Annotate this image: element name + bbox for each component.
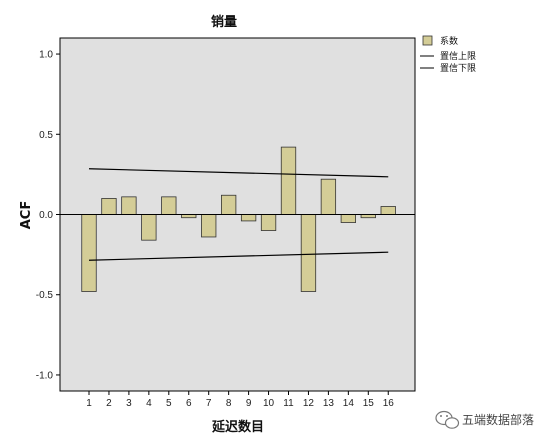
- legend-swatch-coefficient: [422, 35, 433, 46]
- x-tick-label: 5: [166, 398, 172, 409]
- bar-lag-12: [300, 214, 317, 292]
- bar-lag-3: [121, 196, 137, 215]
- y-axis-label: ACF: [19, 201, 34, 229]
- x-tick-label: 3: [126, 398, 132, 409]
- y-tick-label: 0.0: [39, 210, 53, 221]
- watermark: 五端数据部落: [435, 410, 534, 429]
- bar-lag-8: [220, 194, 237, 215]
- watermark-text: 五端数据部落: [462, 412, 534, 427]
- bar-lag-7: [201, 214, 217, 238]
- x-tick-label: 12: [303, 398, 315, 409]
- x-tick-label: 2: [106, 398, 112, 409]
- bar-lag-11: [280, 146, 297, 215]
- legend-label-lower: 置信下限: [440, 62, 476, 74]
- bar-lag-14: [340, 214, 357, 223]
- bar-lag-16: [380, 206, 396, 215]
- y-tick-label: 1.0: [39, 50, 53, 61]
- x-tick-label: 13: [323, 398, 335, 409]
- x-tick-label: 8: [226, 398, 232, 409]
- confidence-lines: [88, 168, 389, 261]
- bar-lag-1: [81, 214, 97, 292]
- x-tick-label: 14: [343, 398, 355, 409]
- x-tick-label: 11: [283, 398, 294, 409]
- x-tick-label: 9: [246, 398, 252, 409]
- chart-title: 销量: [211, 14, 237, 30]
- x-axis-label: 延迟数目: [211, 419, 264, 435]
- x-tick-label: 10: [263, 398, 275, 409]
- x-tick-label: 4: [146, 398, 152, 409]
- y-tick-label: -0.5: [36, 290, 54, 301]
- legend-label-coefficient: 系数: [440, 35, 458, 47]
- bar-lag-10: [260, 214, 277, 231]
- confidence-lower-line: [88, 251, 389, 261]
- bar-lag-9: [240, 214, 257, 222]
- x-tick-label: 7: [206, 398, 212, 409]
- bar-lag-13: [320, 178, 337, 215]
- bar-lag-4: [141, 214, 157, 241]
- x-tick-label: 6: [186, 398, 192, 409]
- y-tick-label: 0.5: [39, 130, 53, 141]
- x-tick-label: 16: [383, 398, 395, 409]
- wechat-icon: [435, 410, 460, 429]
- confidence-upper-line: [88, 168, 389, 178]
- bar-series: [60, 146, 415, 292]
- legend: 系数 置信上限 置信下限: [420, 35, 476, 74]
- y-axis: 1.0 0.5 0.0 -0.5 -1.0: [36, 50, 60, 381]
- legend-label-upper: 置信上限: [440, 50, 476, 62]
- y-tick-label: -1.0: [36, 370, 54, 381]
- bar-lag-2: [101, 198, 117, 215]
- x-tick-label: 1: [86, 398, 92, 409]
- x-axis: 1 2 3 4 5 6 7 8 9 10 11 12 13 14 15 16: [86, 391, 394, 409]
- x-tick-label: 15: [363, 398, 375, 409]
- bar-lag-5: [161, 196, 177, 215]
